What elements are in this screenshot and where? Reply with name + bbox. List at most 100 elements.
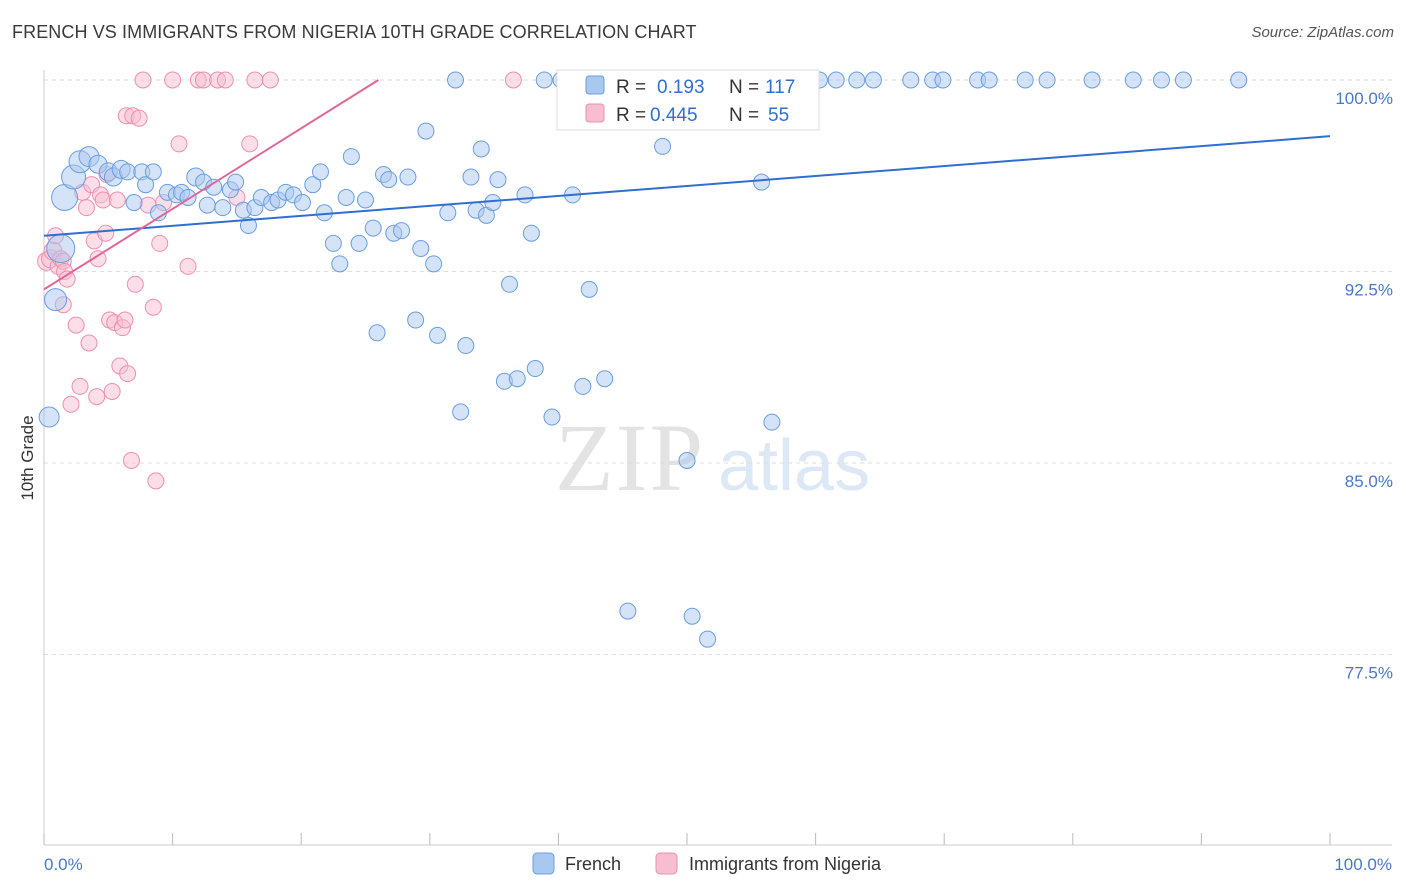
nigeria-point-11: [67, 316, 85, 334]
legend: French Immigrants from Nigeria: [532, 852, 882, 875]
french-point-25: [214, 199, 232, 217]
french-point-113: [1124, 71, 1142, 89]
nigeria-point-22: [97, 224, 115, 242]
french-point-29: [239, 217, 257, 235]
french-point-2: [46, 234, 76, 264]
french-point-110: [1016, 71, 1034, 89]
stats-nigeria-n-value: 55: [768, 105, 789, 126]
french-point-41: [331, 255, 349, 273]
nigeria-point-39: [144, 298, 162, 316]
french-point-46: [364, 219, 382, 237]
french-points: [38, 71, 1248, 648]
nigeria-point-44: [170, 135, 188, 153]
french-point-70: [508, 370, 526, 388]
french-point-49: [380, 171, 398, 189]
nigeria-point-10: [62, 395, 80, 413]
french-point-80: [580, 280, 598, 298]
stats-nigeria-r-label: R =: [616, 105, 646, 126]
nigeria-point-21: [94, 191, 112, 209]
french-point-104: [864, 71, 882, 89]
nigeria-point-53: [261, 71, 279, 89]
french-point-73: [526, 360, 544, 378]
french-point-62: [462, 168, 480, 186]
x-tick-label-max: 100.0%: [1334, 855, 1392, 874]
french-point-54: [412, 240, 430, 258]
stats-french-n-label: N =: [729, 77, 759, 98]
legend-french-swatch: [532, 852, 555, 875]
french-point-64: [472, 140, 490, 158]
nigeria-point-30: [116, 311, 134, 329]
nigeria-point-40: [147, 472, 165, 490]
french-point-99: [763, 413, 781, 431]
nigeria-point-51: [241, 135, 259, 153]
french-point-112: [1083, 71, 1101, 89]
french-point-103: [848, 71, 866, 89]
nigeria-point-36: [130, 109, 148, 127]
legend-nigeria-swatch: [655, 852, 678, 875]
french-point-94: [699, 630, 717, 648]
nigeria-point-32: [119, 365, 137, 383]
gridlines: [44, 79, 1392, 655]
x-tick-label-min: 0.0%: [44, 855, 83, 874]
french-point-38: [311, 163, 329, 181]
french-point-55: [417, 122, 435, 140]
y-tick-label-2: 85.0%: [1345, 472, 1393, 491]
chart-title: FRENCH VS IMMIGRANTS FROM NIGERIA 10TH G…: [12, 22, 697, 42]
nigeria-point-18: [88, 388, 106, 406]
stats-french-r-label: R =: [616, 77, 646, 98]
trend-lines: [43, 79, 1331, 291]
french-point-89: [654, 137, 672, 155]
french-point-111: [1038, 71, 1056, 89]
nigeria-point-49: [216, 71, 234, 89]
stats-nigeria-swatch: [585, 103, 605, 123]
french-point-105: [902, 71, 920, 89]
nigeria-point-27: [108, 191, 126, 209]
french-point-23: [198, 196, 216, 214]
french-point-14: [137, 176, 155, 194]
nigeria-point-45: [179, 257, 197, 275]
watermark-zip: ZIP: [555, 404, 705, 511]
french-point-92: [683, 607, 701, 625]
french-point-109: [980, 71, 998, 89]
nigeria-point-15: [80, 334, 98, 352]
stats-french-swatch: [585, 75, 605, 95]
french-point-86: [619, 602, 637, 620]
french-point-56: [425, 255, 443, 273]
source-label: Source: ZipAtlas.com: [1251, 24, 1394, 41]
french-point-102: [827, 71, 845, 89]
french-point-67: [489, 171, 507, 189]
french-point-75: [543, 408, 561, 426]
stats-nigeria-r-value: 0.445: [650, 105, 698, 126]
nigeria-point-14: [77, 199, 95, 217]
french-point-40: [324, 234, 342, 252]
nigeria-point-33: [122, 451, 140, 469]
french-point-42: [337, 188, 355, 206]
legend-nigeria-label: Immigrants from Nigeria: [689, 854, 882, 874]
french-trend-line: [43, 135, 1331, 237]
french-point-66: [484, 194, 502, 212]
watermark-atlas: atlas: [718, 426, 870, 506]
nigeria-point-35: [126, 275, 144, 293]
stats-box: R = 0.193 N = 117 R = 0.445 N = 55: [556, 69, 820, 131]
french-point-60: [452, 403, 470, 421]
nigeria-point-47: [194, 71, 212, 89]
y-tick-label-1: 92.5%: [1345, 281, 1393, 300]
french-point-51: [393, 222, 411, 240]
nigeria-point-43: [164, 71, 182, 89]
nigeria-point-41: [151, 234, 169, 252]
y-tick-label-3: 77.5%: [1345, 664, 1393, 683]
french-point-58: [439, 204, 457, 222]
french-point-43: [342, 148, 360, 166]
nigeria-trend-line: [43, 79, 379, 291]
french-point-82: [596, 370, 614, 388]
french-point-52: [399, 168, 417, 186]
french-point-71: [516, 186, 534, 204]
french-point-37: [304, 176, 322, 194]
french-point-1: [44, 288, 68, 312]
nigeria-point-12: [71, 377, 89, 395]
french-point-36: [293, 194, 311, 212]
french-point-15: [144, 163, 162, 181]
stats-french-n-value: 117: [765, 77, 795, 98]
legend-french-label: French: [565, 854, 621, 874]
french-point-11: [119, 163, 137, 181]
